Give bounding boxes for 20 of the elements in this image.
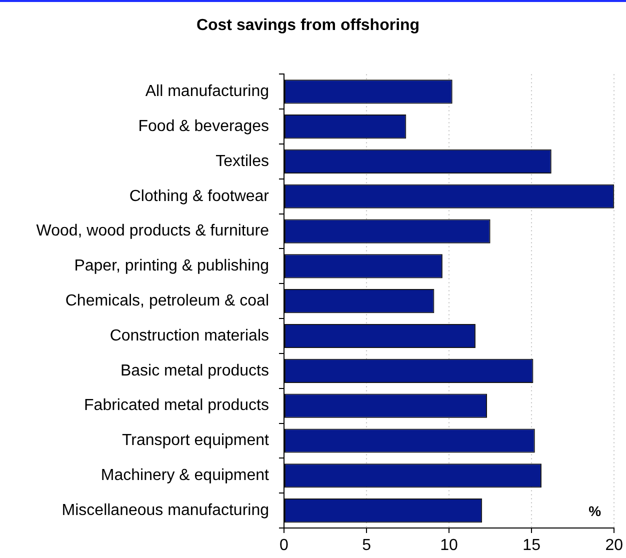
y-tick-label: Paper, printing & publishing (74, 258, 269, 275)
x-tick-label: 15 (522, 537, 541, 554)
y-tick-label: Machinery & equipment (100, 467, 270, 484)
chart-title: Cost savings from offshoring (196, 17, 420, 34)
x-tick-label: 5 (362, 537, 372, 554)
y-tick-label: Miscellaneous manufacturing (62, 502, 269, 519)
y-tick-label: Wood, wood products & furniture (36, 222, 270, 240)
y-tick-label: Chemicals, petroleum & coal (65, 292, 269, 310)
y-tick-label: Fabricated metal products (84, 397, 269, 414)
x-tick-label: 10 (440, 537, 458, 554)
y-tick-label: Textiles (216, 152, 269, 170)
annotation: % (588, 502, 602, 519)
x-tick-label: 0 (280, 537, 289, 554)
y-tick-label: Clothing & footwear (129, 188, 270, 205)
y-tick-label: Transport equipment (122, 432, 270, 450)
y-tick-label: Construction materials (110, 327, 269, 344)
y-tick-label: All manufacturing (145, 83, 269, 100)
x-tick-label: 20 (605, 537, 624, 554)
y-tick-label: Food & beverages (138, 118, 269, 135)
y-tick-label: Basic metal products (120, 362, 269, 380)
